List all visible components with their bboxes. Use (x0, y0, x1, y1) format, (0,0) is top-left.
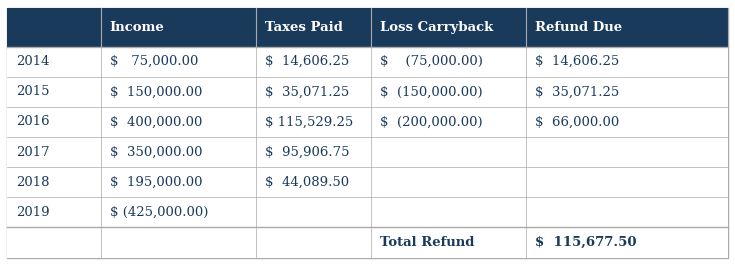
Bar (371, 8, 526, 47)
Text: 2017: 2017 (16, 146, 50, 159)
Bar (101, 47, 256, 77)
Text: $ (425,000.00): $ (425,000.00) (110, 206, 208, 219)
Text: 2016: 2016 (16, 115, 50, 128)
Text: $  44,089.50: $ 44,089.50 (265, 176, 349, 189)
Bar (526, 137, 728, 167)
Bar (7, 107, 101, 137)
Text: $  195,000.00: $ 195,000.00 (110, 176, 202, 189)
Text: $  14,606.25: $ 14,606.25 (265, 55, 349, 68)
Bar (7, 227, 101, 258)
Bar (526, 47, 728, 77)
Text: $ 115,529.25: $ 115,529.25 (265, 115, 353, 128)
Bar (526, 107, 728, 137)
Bar (371, 137, 526, 167)
Bar (256, 47, 371, 77)
Bar (256, 137, 371, 167)
Text: $  150,000.00: $ 150,000.00 (110, 85, 202, 98)
Bar (526, 8, 728, 47)
Bar (256, 197, 371, 227)
Bar (256, 107, 371, 137)
Bar (101, 227, 256, 258)
Bar (371, 227, 526, 258)
Text: 2015: 2015 (16, 85, 50, 98)
Bar (7, 47, 101, 77)
Bar (101, 167, 256, 197)
Text: Taxes Paid: Taxes Paid (265, 21, 343, 34)
Text: $  14,606.25: $ 14,606.25 (535, 55, 619, 68)
Text: Income: Income (110, 21, 165, 34)
Text: $  66,000.00: $ 66,000.00 (535, 115, 619, 128)
Text: $  115,677.50: $ 115,677.50 (535, 236, 637, 249)
Bar (7, 8, 101, 47)
Bar (526, 77, 728, 107)
Text: 2018: 2018 (16, 176, 50, 189)
Bar (101, 8, 256, 47)
Bar (256, 77, 371, 107)
Text: Total Refund: Total Refund (380, 236, 474, 249)
Bar (7, 137, 101, 167)
Bar (101, 197, 256, 227)
Text: $  (150,000.00): $ (150,000.00) (380, 85, 483, 98)
Bar (101, 137, 256, 167)
Text: Refund Due: Refund Due (535, 21, 622, 34)
Bar (526, 227, 728, 258)
Bar (526, 197, 728, 227)
Text: Loss Carryback: Loss Carryback (380, 21, 493, 34)
Bar (256, 227, 371, 258)
Text: $  400,000.00: $ 400,000.00 (110, 115, 202, 128)
Bar (371, 107, 526, 137)
Bar (7, 167, 101, 197)
Bar (526, 167, 728, 197)
Bar (256, 167, 371, 197)
Text: $  350,000.00: $ 350,000.00 (110, 146, 202, 159)
Bar (371, 47, 526, 77)
Bar (101, 77, 256, 107)
Bar (7, 77, 101, 107)
Text: $  95,906.75: $ 95,906.75 (265, 146, 349, 159)
Text: $  35,071.25: $ 35,071.25 (265, 85, 349, 98)
Text: $  35,071.25: $ 35,071.25 (535, 85, 619, 98)
Text: 2014: 2014 (16, 55, 50, 68)
Bar (371, 197, 526, 227)
Bar (371, 167, 526, 197)
Text: $    (75,000.00): $ (75,000.00) (380, 55, 483, 68)
Bar (101, 107, 256, 137)
Bar (256, 8, 371, 47)
Bar (371, 77, 526, 107)
Text: $   75,000.00: $ 75,000.00 (110, 55, 198, 68)
Text: $  (200,000.00): $ (200,000.00) (380, 115, 483, 128)
Bar (7, 197, 101, 227)
Text: 2019: 2019 (16, 206, 50, 219)
